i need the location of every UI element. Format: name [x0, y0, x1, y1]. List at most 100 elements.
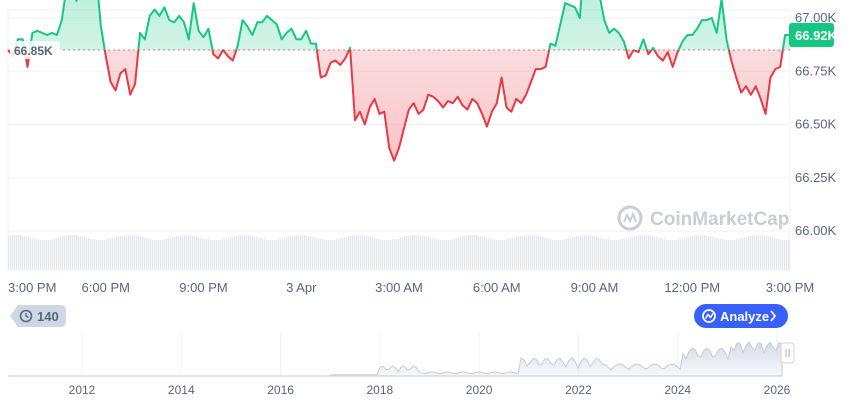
- volume-bar: [294, 236, 296, 270]
- history-icon: [19, 309, 33, 323]
- volume-bar: [398, 238, 400, 270]
- volume-bar: [550, 239, 552, 270]
- volume-bar: [762, 235, 764, 270]
- analyze-icon: [702, 309, 716, 323]
- volume-bar: [598, 237, 600, 270]
- volume-bar: [494, 240, 496, 270]
- volume-bar: [286, 237, 288, 270]
- volume-bar: [720, 239, 722, 270]
- volume-bar: [444, 240, 446, 270]
- volume-bar: [62, 236, 64, 270]
- volume-bar: [744, 237, 746, 270]
- volume-bar: [104, 240, 106, 270]
- volume-bar: [148, 239, 150, 270]
- range-handle-icon[interactable]: [780, 342, 795, 364]
- volume-bar: [152, 240, 154, 270]
- volume-bar: [462, 236, 464, 270]
- volume-bar: [516, 237, 518, 270]
- volume-bar: [46, 240, 48, 270]
- volume-bar: [180, 235, 182, 270]
- volume-bar: [214, 240, 216, 270]
- volume-bar: [202, 238, 204, 270]
- series-line-up: [8, 0, 790, 50]
- volume-bar: [428, 237, 430, 270]
- volume-bar: [506, 239, 508, 270]
- volume-bar: [276, 240, 278, 270]
- volume-bar: [240, 235, 242, 270]
- volume-bar: [184, 235, 186, 270]
- volume-bar: [330, 240, 332, 270]
- volume-bar: [412, 235, 414, 270]
- current-price-badge-text: 66.92K: [795, 28, 838, 43]
- volume-bar: [674, 240, 676, 270]
- open-price-label-bg: [10, 40, 60, 59]
- range-navigator[interactable]: 2012 2014 2016 2018 2020 2022 2024 2026: [8, 332, 795, 397]
- volume-bar: [438, 240, 440, 270]
- volume-bar: [730, 240, 732, 270]
- volume-bar: [336, 239, 338, 270]
- volume-bar: [690, 236, 692, 270]
- volume-bar: [352, 235, 354, 270]
- volume-bar: [218, 240, 220, 270]
- analyze-button-bg[interactable]: [694, 304, 788, 328]
- volume-bar: [318, 239, 320, 270]
- volume-bar: [44, 240, 46, 270]
- volume-bar: [246, 235, 248, 270]
- volume-bar: [338, 239, 340, 270]
- volume-bar: [512, 238, 514, 270]
- volume-bar: [532, 235, 534, 270]
- volume-bar: [718, 239, 720, 270]
- volume-bar: [668, 240, 670, 270]
- volume-bar: [138, 236, 140, 270]
- volume-bar: [150, 239, 152, 270]
- volume-bar: [238, 235, 240, 270]
- history-badge[interactable]: 140: [10, 305, 66, 327]
- volume-bar: [480, 236, 482, 270]
- x-tick-label: 9:00 PM: [179, 280, 227, 295]
- navigator-year-label: 2012: [69, 383, 96, 397]
- volume-bar: [514, 238, 516, 270]
- x-tick-label: 6:00 PM: [82, 280, 130, 295]
- volume-bar: [160, 240, 162, 270]
- volume-bar: [544, 238, 546, 270]
- volume-bar: [748, 236, 750, 270]
- volume-bar: [652, 236, 654, 270]
- volume-bar: [396, 239, 398, 270]
- volume-bar: [436, 239, 438, 270]
- volume-bar: [722, 239, 724, 270]
- volume-bar: [424, 236, 426, 270]
- volume-bar: [270, 240, 272, 270]
- volume-bar: [200, 238, 202, 270]
- volume-bar: [70, 235, 72, 270]
- volume-bar: [484, 237, 486, 270]
- volume-bar: [510, 239, 512, 270]
- volume-bar: [636, 236, 638, 270]
- volume-bar: [206, 239, 208, 270]
- volume-bar: [620, 239, 622, 270]
- volume-bar: [226, 238, 228, 270]
- volume-bar: [108, 239, 110, 270]
- volume-bar: [204, 239, 206, 270]
- volume-bar: [300, 235, 302, 270]
- volume-bar: [102, 240, 104, 270]
- volume-bar: [106, 239, 108, 270]
- volume-bar: [472, 235, 474, 270]
- volume-bar: [466, 235, 468, 270]
- volume-bar: [296, 235, 298, 270]
- volume-bar: [450, 239, 452, 270]
- volume-bar: [782, 240, 784, 270]
- volume-bar: [288, 237, 290, 270]
- volume-bar: [328, 240, 330, 270]
- volume-bar: [558, 240, 560, 270]
- volume-bar: [154, 240, 156, 270]
- volume-bar: [698, 235, 700, 270]
- x-axis: 3:00 PM 6:00 PM 9:00 PM 3 Apr 3:00 AM 6:00 AM…: [8, 280, 814, 295]
- volume-bar: [10, 235, 12, 270]
- volume-bar: [560, 240, 562, 270]
- volume-bar: [66, 235, 68, 270]
- analyze-button[interactable]: Analyze: [694, 304, 788, 328]
- x-tick-label: 9:00 AM: [571, 280, 619, 295]
- volume-bar: [524, 235, 526, 270]
